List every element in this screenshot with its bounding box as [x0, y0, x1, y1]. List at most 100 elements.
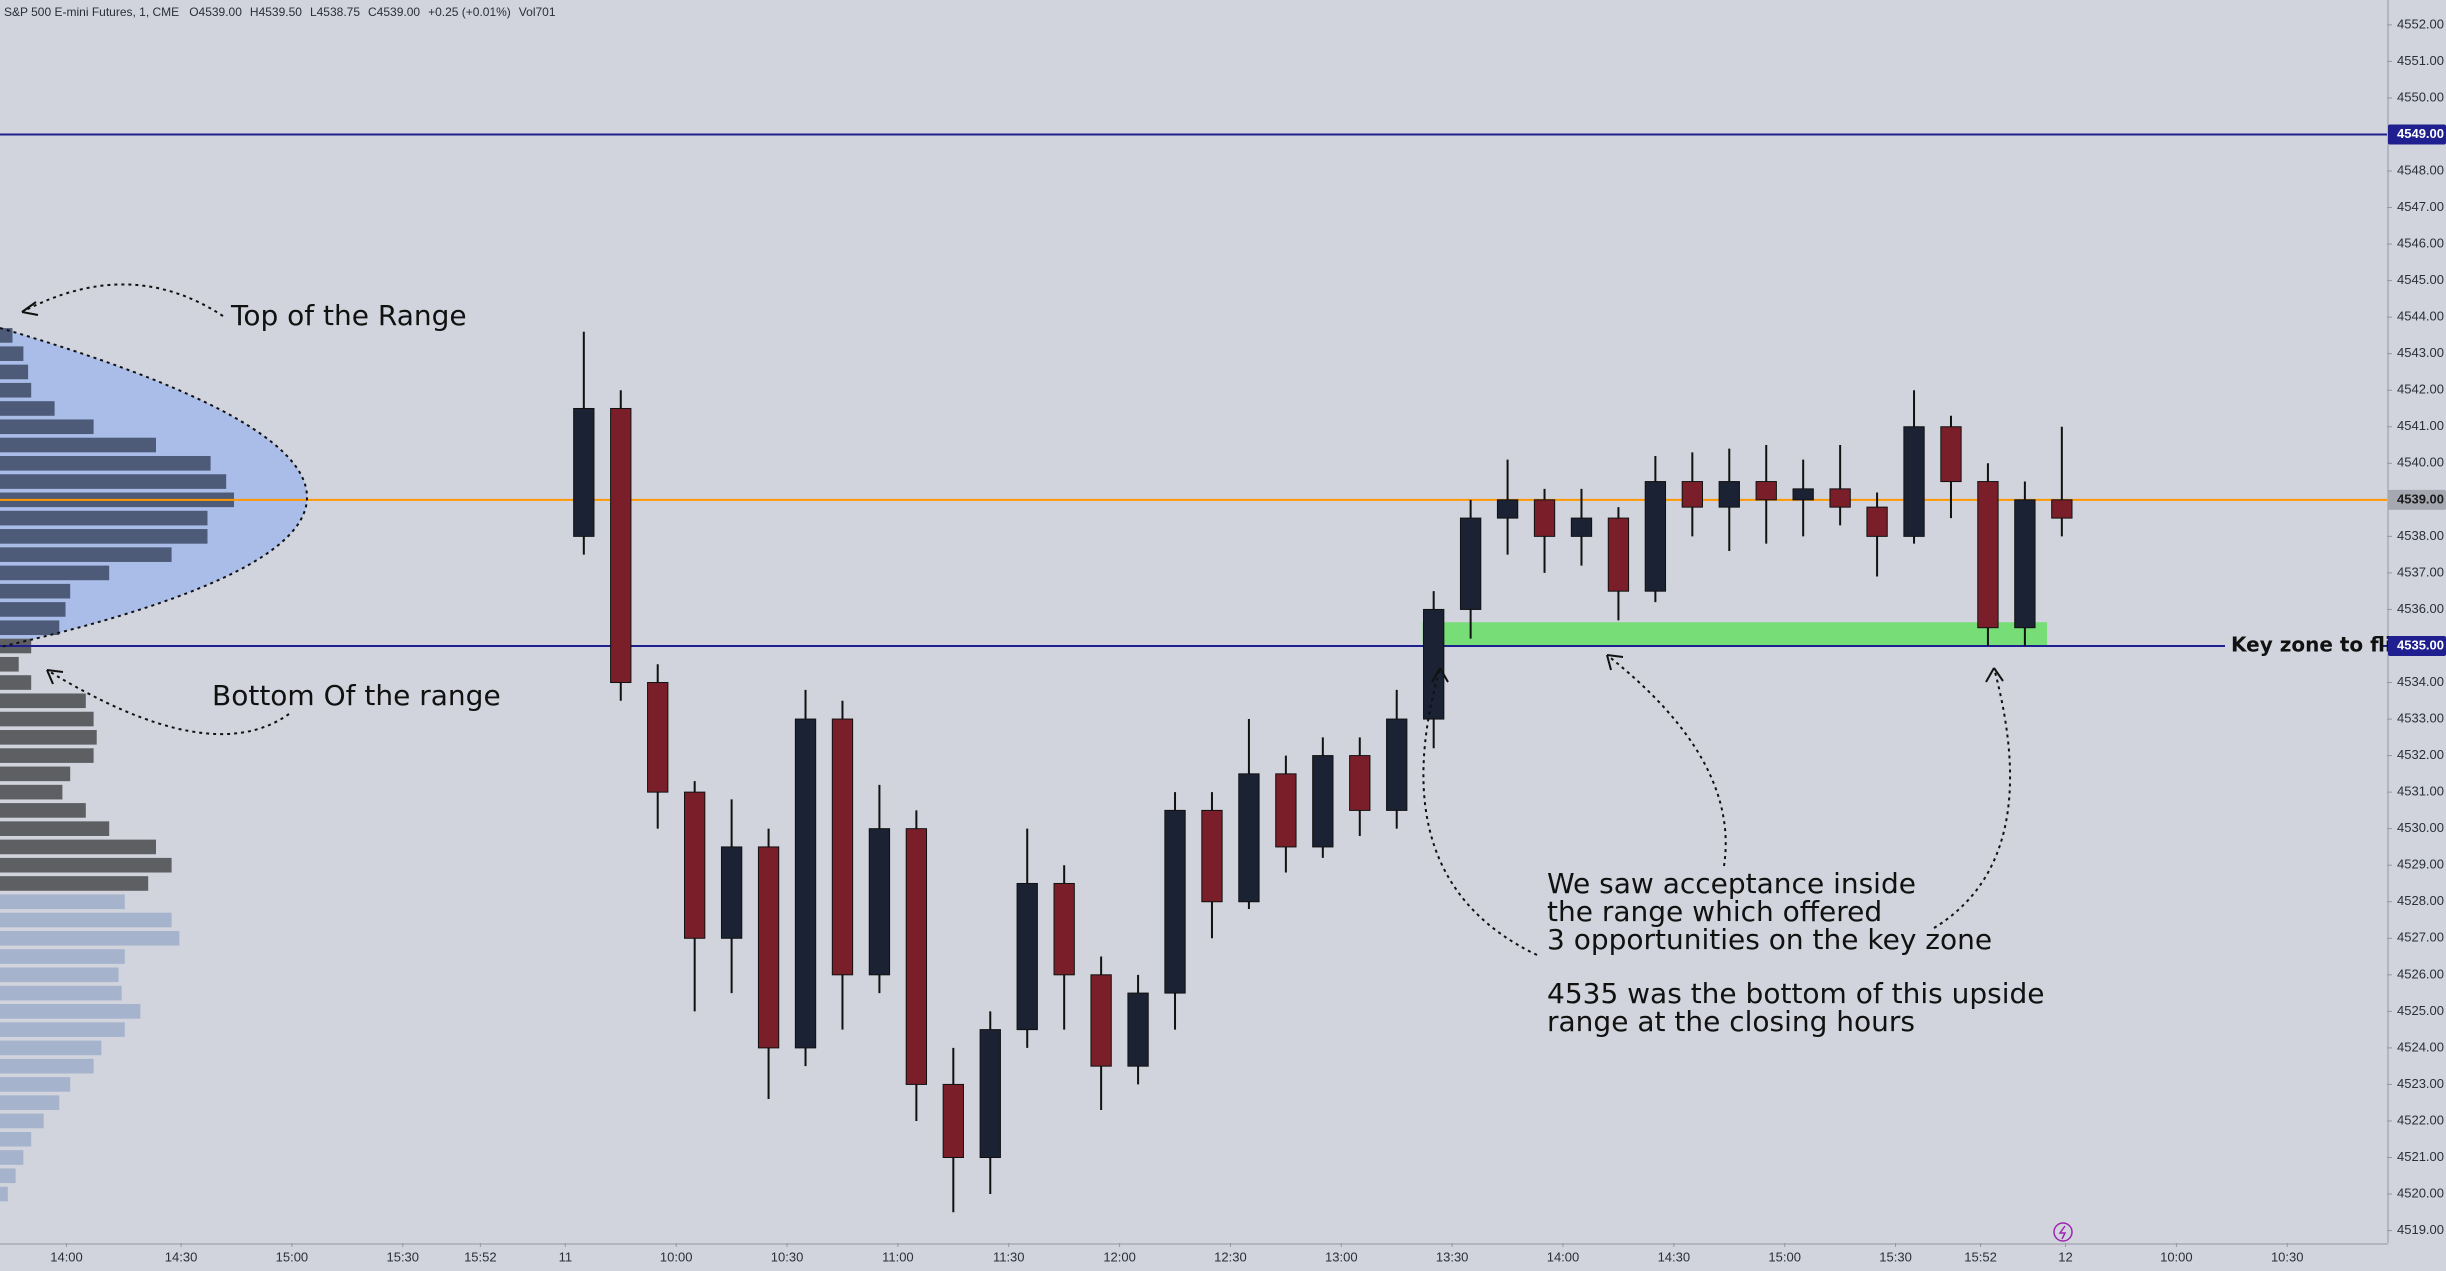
profile-bar — [0, 930, 180, 946]
candle-body — [979, 1029, 1001, 1159]
profile-bar — [0, 857, 172, 873]
profile-bar — [0, 510, 208, 526]
y-tick-label: 4534.00 — [2397, 674, 2444, 689]
annotation: We saw acceptance inside — [1547, 867, 1916, 900]
profile-bar — [0, 620, 60, 636]
arrowhead — [46, 669, 64, 685]
candle-body — [757, 846, 780, 1049]
candle-body — [1386, 718, 1408, 811]
profile-bar — [0, 565, 110, 581]
profile-outline — [0, 327, 308, 648]
y-tick-label: 4526.00 — [2397, 966, 2444, 981]
profile-bar — [0, 455, 211, 471]
y-tick-label: 4545.00 — [2397, 272, 2444, 287]
candle-body — [1275, 773, 1297, 848]
profile-bar — [0, 474, 227, 489]
candle-body — [1681, 481, 1703, 508]
annotation: 4535 was the bottom of this upside — [1547, 977, 2045, 1010]
x-tick-label: 14:00 — [50, 1249, 83, 1264]
annotation: Bottom Of the range — [212, 679, 501, 712]
x-tick-label: 15:52 — [464, 1249, 497, 1264]
x-tick-label: 13:00 — [1325, 1249, 1358, 1264]
y-tick-label: 4538.00 — [2397, 528, 2444, 543]
candle-body — [1201, 809, 1223, 903]
candle-body — [1607, 517, 1630, 592]
profile-bar — [0, 876, 149, 891]
y-tick-label: 4547.00 — [2397, 199, 2444, 214]
profile-bar — [0, 821, 110, 836]
profile-bar — [0, 1058, 94, 1074]
profile-bar — [0, 583, 71, 599]
price-label: 4549.00 — [2397, 126, 2444, 141]
y-tick-label: 4532.00 — [2397, 747, 2444, 762]
y-tick-label: 4552.00 — [2397, 16, 2444, 31]
profile-bar — [0, 1095, 60, 1111]
profile-bar — [0, 912, 172, 928]
arrow — [21, 283, 224, 317]
x-tick-label: 10:00 — [660, 1249, 693, 1264]
y-tick-label: 4519.00 — [2397, 1222, 2444, 1237]
price-label-bg — [2388, 124, 2446, 145]
profile-bar — [0, 382, 32, 398]
y-tick-label: 4544.00 — [2397, 309, 2444, 324]
candle-body — [720, 846, 743, 939]
candle-body — [1496, 499, 1519, 519]
candle-body — [1238, 773, 1260, 903]
y-tick-label: 4542.00 — [2397, 382, 2444, 397]
x-tick-label: 15:52 — [1964, 1249, 1997, 1264]
price-label-bg — [2388, 489, 2446, 510]
candle-body — [1312, 755, 1334, 848]
y-tick-label: 4524.00 — [2397, 1039, 2444, 1054]
x-tick-label: 14:30 — [165, 1249, 198, 1264]
candle-body — [1792, 488, 1814, 501]
x-tick-label: 10:30 — [2271, 1249, 2304, 1264]
y-tick-label: 4521.00 — [2397, 1149, 2444, 1164]
arrowhead — [1431, 667, 1449, 683]
x-tick-label: 11 — [559, 1249, 573, 1264]
candle-body — [1090, 974, 1112, 1067]
profile-bar — [0, 1022, 125, 1037]
annotation: Top of the Range — [230, 299, 467, 332]
arrow — [1933, 667, 2011, 929]
readout: L4538.75 — [310, 5, 360, 19]
candle-body — [1977, 481, 1999, 629]
arrow — [1606, 654, 1727, 867]
profile-bar — [0, 1186, 8, 1202]
annotation: the range which offered — [1547, 895, 1882, 928]
x-tick-label: 11:30 — [993, 1249, 1025, 1264]
profile-bar — [0, 748, 94, 763]
profile-bar — [0, 985, 122, 1001]
x-tick-label: 15:30 — [1879, 1249, 1912, 1264]
annotation: 3 opportunities on the key zone — [1547, 923, 1992, 956]
alert-icon[interactable] — [2053, 1222, 2073, 1242]
candle-body — [1940, 426, 1962, 483]
x-tick-label: 10:30 — [771, 1249, 804, 1264]
x-tick-label: 12:30 — [1214, 1249, 1247, 1264]
y-tick-label: 4537.00 — [2397, 564, 2444, 579]
candle-body — [1866, 506, 1888, 537]
x-tick-label: 10:00 — [2160, 1249, 2193, 1264]
candle-body — [1127, 992, 1149, 1067]
y-tick-label: 4543.00 — [2397, 345, 2444, 360]
x-tick-label: 13:30 — [1436, 1249, 1469, 1264]
profile-bar — [0, 419, 94, 435]
candle-body — [1164, 809, 1186, 994]
x-tick-label: 15:00 — [1768, 1249, 1801, 1264]
y-tick-label: 4525.00 — [2397, 1003, 2444, 1018]
candle-body — [1570, 517, 1593, 537]
arrow — [1422, 667, 1538, 956]
arrowhead — [21, 301, 39, 316]
alert-icon-bolt — [2058, 1225, 2067, 1240]
annotation: range at the closing hours — [1547, 1005, 1915, 1038]
candle-body — [1829, 488, 1851, 508]
profile-bar — [0, 711, 94, 727]
y-tick-label: 4546.00 — [2397, 236, 2444, 251]
profile-bar — [0, 1131, 32, 1147]
x-tick-label: 15:00 — [276, 1249, 309, 1264]
candle-body — [2051, 499, 2073, 519]
profile-bar — [0, 437, 156, 453]
profile-bar — [0, 328, 13, 343]
y-tick-label: 4533.00 — [2397, 710, 2444, 725]
line-note: Key zone to flip — [2231, 632, 2406, 656]
header: S&P 500 E-mini Futures, 1, CME O4539.00 H4… — [4, 5, 556, 19]
